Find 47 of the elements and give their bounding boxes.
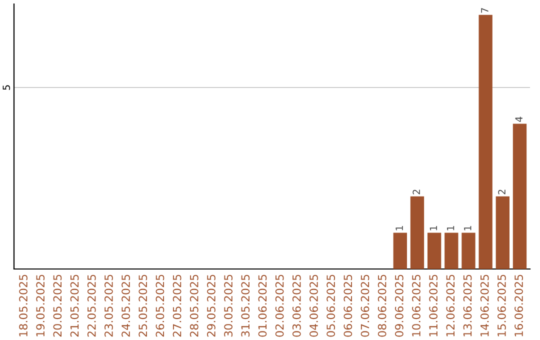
bar [496, 196, 510, 269]
bar [393, 232, 407, 269]
x-tick-label: 06.06.2025 [344, 274, 352, 337]
x-tick-label: 01.06.2025 [258, 274, 267, 337]
x-tick-label: 19.05.2025 [36, 274, 45, 336]
bar [444, 232, 458, 269]
bar [512, 124, 527, 269]
x-tick-label: 03.06.2025 [292, 274, 301, 337]
x-tick-label: 23.05.2025 [104, 274, 113, 337]
data-label: 7 [481, 8, 488, 13]
bar [410, 196, 424, 269]
x-tick-label: 10.06.2025 [412, 274, 420, 336]
bar [462, 232, 476, 269]
x-tick-label: 07.06.2025 [360, 274, 370, 337]
data-label: 1 [464, 226, 472, 230]
bar [478, 14, 492, 269]
x-tick-label: 13.06.2025 [463, 274, 472, 336]
data-label: 1 [430, 226, 437, 230]
x-tick-label: 20.05.2025 [53, 274, 62, 337]
x-tick-label: 30.05.2025 [224, 274, 233, 337]
x-tick-label: 31.05.2025 [241, 274, 250, 337]
x-tick-label: 22.05.2025 [87, 274, 96, 337]
data-label: 2 [498, 190, 506, 194]
x-tick-label: 09.06.2025 [394, 274, 404, 337]
x-tick-label: 25.05.2025 [138, 274, 148, 337]
x-tick-label: 05.06.2025 [326, 274, 336, 337]
x-tick-label: 27.05.2025 [172, 274, 182, 337]
x-tick-label: 12.06.2025 [446, 274, 455, 336]
data-label: 2 [412, 190, 420, 194]
data-label: 4 [515, 116, 522, 122]
x-tick-label: 26.05.2025 [156, 274, 164, 337]
x-tick-label: 14.06.2025 [480, 274, 489, 336]
x-tick-label: 08.06.2025 [378, 274, 386, 337]
data-label: 1 [447, 226, 454, 230]
x-tick-label: 15.06.2025 [497, 274, 506, 336]
ref-line-label: 5 [2, 85, 10, 90]
x-tick-label: 16.06.2025 [514, 274, 523, 336]
x-tick-label: 28.05.2025 [190, 274, 198, 337]
x-tick-label: 29.05.2025 [207, 274, 216, 337]
x-tick-label: 02.06.2025 [275, 274, 284, 337]
bar [427, 232, 442, 269]
x-tick-label: 18.05.2025 [19, 274, 28, 336]
x-tick-label: 24.05.2025 [122, 274, 130, 337]
data-label: 1 [396, 226, 403, 230]
x-tick-label: 11.06.2025 [429, 274, 438, 336]
x-tick-label: 21.05.2025 [70, 274, 79, 337]
x-tick-label: 04.06.2025 [310, 274, 318, 337]
